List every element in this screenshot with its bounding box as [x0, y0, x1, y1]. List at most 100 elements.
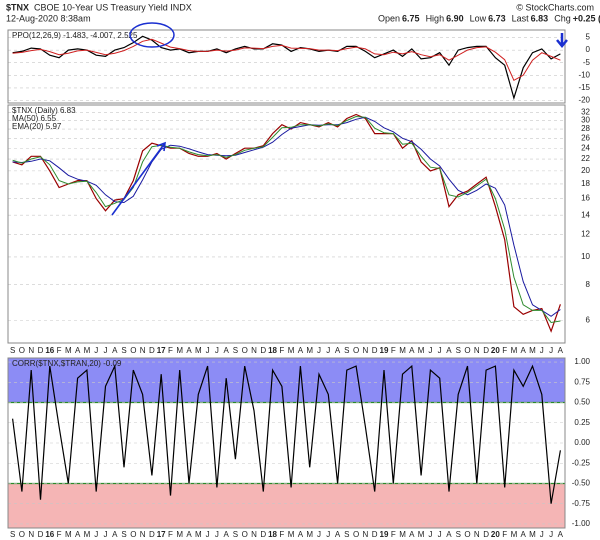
- y-tick-label: -0.50: [572, 479, 591, 488]
- x-tick-label: J: [103, 346, 107, 355]
- x-tick-label: S: [456, 530, 461, 539]
- x-tick-label: S: [10, 346, 15, 355]
- legend-entry: MA(50) 6.55: [12, 114, 57, 123]
- y-tick-label: 5: [586, 33, 591, 42]
- quote-label: Open: [378, 13, 400, 23]
- x-tick-label: J: [103, 530, 107, 539]
- x-tick-label: M: [176, 346, 183, 355]
- x-tick-label: M: [399, 346, 406, 355]
- x-tick-label: A: [75, 346, 81, 355]
- x-tick-label: S: [121, 530, 126, 539]
- x-tick-label: D: [372, 346, 378, 355]
- x-tick-label: 17: [157, 346, 166, 355]
- x-tick-label: F: [168, 346, 173, 355]
- quote-label: Chg: [554, 13, 571, 23]
- y-tick-label: -5: [583, 58, 591, 67]
- x-tick-label: A: [298, 530, 304, 539]
- x-tick-label: J: [317, 346, 321, 355]
- x-tick-label: J: [549, 530, 553, 539]
- x-tick-label: S: [344, 530, 349, 539]
- x-tick-label: J: [438, 346, 442, 355]
- x-tick-label: M: [511, 346, 518, 355]
- x-tick-label: A: [446, 530, 452, 539]
- y-tick-label: 22: [581, 154, 590, 163]
- x-tick-label: M: [418, 530, 425, 539]
- x-tick-label: J: [94, 530, 98, 539]
- x-tick-label: M: [288, 530, 295, 539]
- x-tick-label: S: [233, 530, 238, 539]
- x-tick-label: 17: [157, 530, 166, 539]
- x-tick-label: 18: [268, 530, 277, 539]
- y-tick-label: 32: [581, 108, 590, 117]
- x-tick-label: M: [529, 530, 536, 539]
- y-tick-label: 0.50: [574, 398, 590, 407]
- y-tick-label: -0.75: [572, 499, 591, 508]
- x-tick-label: J: [326, 346, 330, 355]
- x-tick-label: N: [140, 346, 146, 355]
- x-tick-label: 20: [491, 346, 500, 355]
- panel-label: PPO(12,26,9) -1.483, -4.007, 2.525: [12, 31, 138, 40]
- y-tick-label: 28: [581, 124, 590, 133]
- y-tick-label: -0.25: [572, 458, 591, 467]
- x-tick-label: A: [335, 530, 341, 539]
- x-tick-label: N: [363, 530, 369, 539]
- x-tick-label: A: [298, 346, 304, 355]
- y-tick-label: -10: [578, 70, 590, 79]
- x-tick-label: A: [409, 346, 415, 355]
- quote-value: +0.25 (+3.80%): [573, 13, 600, 23]
- x-tick-label: O: [242, 346, 248, 355]
- x-tick-label: D: [38, 346, 44, 355]
- x-tick-label: D: [483, 346, 489, 355]
- x-tick-label: A: [446, 346, 452, 355]
- x-tick-label: N: [28, 346, 34, 355]
- x-tick-label: N: [474, 530, 480, 539]
- x-tick-label: N: [28, 530, 34, 539]
- x-tick-label: M: [529, 346, 536, 355]
- x-tick-label: A: [558, 346, 564, 355]
- security-name: CBOE 10-Year US Treasury Yield INDX: [34, 2, 192, 12]
- y-tick-label: 12: [581, 229, 590, 238]
- x-tick-label: F: [391, 530, 396, 539]
- x-tick-label: 19: [380, 530, 389, 539]
- y-tick-label: -1.00: [572, 519, 591, 528]
- y-tick-label: 14: [581, 210, 590, 219]
- x-tick-label: A: [558, 530, 564, 539]
- x-tick-label: A: [112, 346, 118, 355]
- x-tick-label: A: [521, 346, 527, 355]
- quote-label: High: [426, 13, 445, 23]
- panel-background: [8, 30, 565, 103]
- x-tick-label: M: [306, 346, 313, 355]
- x-tick-label: J: [317, 530, 321, 539]
- panel-label: CORR($TNX,$TRAN,20) -0.09: [12, 359, 122, 368]
- y-tick-label: 30: [581, 116, 590, 125]
- y-tick-label: 18: [581, 179, 590, 188]
- y-tick-label: -20: [578, 96, 590, 105]
- x-tick-label: M: [84, 530, 91, 539]
- x-tick-label: M: [306, 530, 313, 539]
- x-tick-label: A: [112, 530, 118, 539]
- x-tick-label: J: [428, 530, 432, 539]
- x-tick-label: M: [65, 346, 72, 355]
- date: 12-Aug-2020 8:38am: [6, 13, 91, 23]
- x-tick-label: S: [10, 530, 15, 539]
- annotation-trendline: [111, 141, 166, 216]
- x-tick-label: D: [372, 530, 378, 539]
- panel-background: [8, 105, 565, 343]
- series-line: [12, 115, 561, 324]
- x-tick-label: F: [168, 530, 173, 539]
- x-tick-label: S: [456, 346, 461, 355]
- x-tick-label: S: [233, 346, 238, 355]
- y-tick-label: -15: [578, 83, 590, 92]
- x-tick-label: D: [260, 530, 266, 539]
- x-tick-label: O: [353, 530, 359, 539]
- x-tick-label: M: [288, 346, 295, 355]
- x-tick-label: J: [549, 346, 553, 355]
- x-tick-label: D: [38, 530, 44, 539]
- panel-frame: [7, 29, 566, 104]
- x-tick-label: O: [242, 530, 248, 539]
- source: © StockCharts.com: [516, 2, 594, 12]
- x-tick-label: J: [94, 346, 98, 355]
- x-tick-label: 19: [380, 346, 389, 355]
- x-tick-label: J: [540, 346, 544, 355]
- x-tick-label: O: [130, 530, 136, 539]
